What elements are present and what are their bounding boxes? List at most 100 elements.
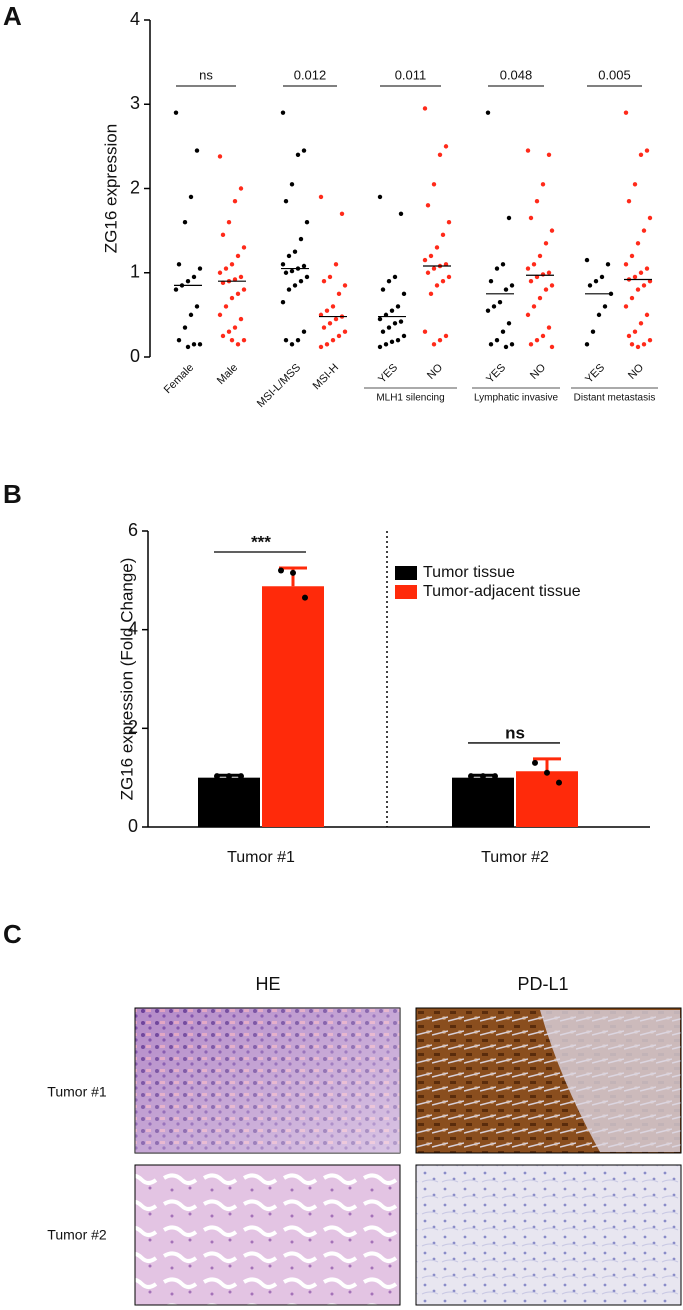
x-tick-label: NO — [626, 361, 646, 381]
data-point — [380, 329, 386, 334]
p-value: 0.048 — [500, 67, 533, 82]
data-point — [425, 270, 431, 275]
data-point — [638, 152, 644, 157]
y-tick-label: 3 — [130, 93, 140, 113]
data-point — [283, 198, 289, 204]
data-point — [324, 342, 330, 347]
data-point — [644, 148, 650, 153]
data-point — [584, 257, 590, 263]
data-point — [214, 773, 220, 780]
data-point — [191, 274, 197, 280]
data-point — [587, 283, 593, 288]
micrograph — [134, 1164, 401, 1306]
y-axis-label: ZG16 expression — [101, 124, 120, 253]
data-point — [434, 283, 440, 288]
data-point — [635, 241, 641, 246]
data-point — [280, 110, 286, 115]
column-title: HE — [255, 974, 280, 994]
data-point — [641, 283, 647, 288]
data-point — [197, 266, 203, 271]
data-point — [295, 337, 301, 343]
stroma-region — [540, 1010, 680, 1152]
data-point — [182, 325, 188, 330]
data-point — [342, 329, 348, 334]
data-point — [593, 278, 599, 284]
data-point — [494, 266, 500, 271]
data-point — [386, 325, 392, 330]
data-point — [238, 773, 244, 780]
data-point — [301, 329, 307, 334]
data-point — [318, 344, 324, 350]
data-point — [229, 295, 235, 301]
data-point — [525, 266, 531, 271]
data-point — [534, 198, 540, 204]
data-point — [488, 278, 494, 284]
data-point — [229, 262, 235, 267]
panel-label: A — [3, 1, 22, 31]
data-point — [532, 759, 538, 766]
data-point — [647, 337, 653, 343]
data-point — [528, 278, 534, 284]
data-point — [377, 194, 383, 200]
data-point — [229, 337, 235, 343]
data-point — [503, 287, 509, 292]
data-point — [324, 308, 330, 313]
data-point — [238, 316, 244, 322]
data-point — [629, 295, 635, 301]
data-point — [647, 215, 653, 221]
data-point — [238, 186, 244, 191]
overlay — [135, 1008, 400, 1153]
data-point — [503, 344, 509, 350]
data-point — [321, 278, 327, 284]
data-point — [443, 144, 449, 149]
y-tick-label: 4 — [128, 618, 138, 638]
data-point — [290, 569, 296, 576]
row-label: Tumor #2 — [47, 1227, 107, 1243]
data-point — [638, 321, 644, 326]
y-tick-label: 1 — [130, 262, 140, 282]
data-point — [176, 337, 182, 343]
data-point — [428, 253, 434, 259]
data-point — [549, 228, 555, 233]
data-point — [295, 152, 301, 157]
data-point — [280, 262, 286, 267]
data-point — [188, 194, 194, 200]
data-point — [638, 270, 644, 275]
data-point — [531, 262, 537, 267]
data-point — [599, 274, 605, 280]
data-point — [641, 228, 647, 233]
data-point — [528, 342, 534, 347]
significance-label: ns — [505, 723, 525, 742]
data-point — [336, 291, 342, 297]
data-point — [440, 278, 446, 284]
data-point — [488, 342, 494, 347]
data-point — [543, 287, 549, 292]
y-tick-label: 0 — [130, 346, 140, 366]
data-point — [556, 779, 562, 786]
data-point — [632, 329, 638, 334]
data-point — [235, 253, 241, 259]
data-point — [629, 253, 635, 259]
data-point — [546, 325, 552, 330]
data-point — [544, 769, 550, 776]
data-point — [497, 300, 503, 305]
data-point — [292, 283, 298, 288]
data-point — [626, 333, 632, 339]
data-point — [506, 215, 512, 221]
data-point — [302, 594, 308, 601]
data-point — [540, 182, 546, 187]
data-point — [500, 329, 506, 334]
micrograph — [415, 1164, 682, 1306]
data-point — [235, 342, 241, 347]
y-tick-label: 4 — [130, 9, 140, 29]
data-point — [392, 274, 398, 280]
data-point — [629, 342, 635, 347]
data-point — [422, 106, 428, 111]
y-axis-label: ZG16 expression (Fold Change) — [117, 558, 136, 801]
data-point — [188, 312, 194, 318]
data-point — [223, 266, 229, 271]
data-point — [537, 295, 543, 301]
data-point — [596, 312, 602, 318]
bar — [262, 586, 324, 827]
data-point — [217, 270, 223, 275]
